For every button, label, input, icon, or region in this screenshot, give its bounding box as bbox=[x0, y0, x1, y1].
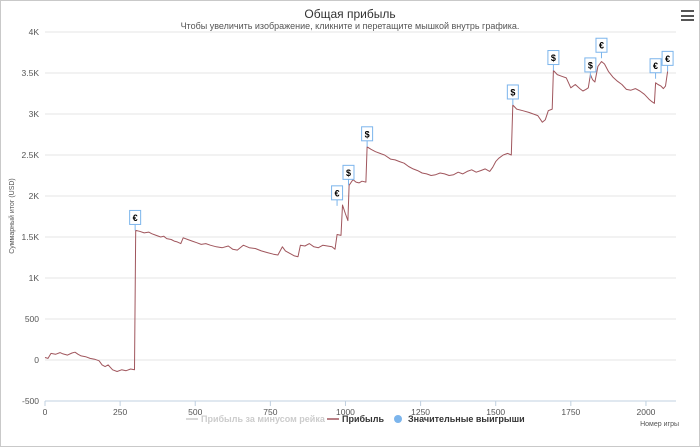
y-axis-label: Суммарный итог (USD) bbox=[8, 178, 16, 254]
legend: Прибыль за минусом рейка Прибыль Значитель… bbox=[186, 414, 525, 424]
annotation-flags: € € $ $ $ $ $ € € € bbox=[129, 37, 674, 231]
chart-subtitle: Чтобы увеличить изображение, кликните и … bbox=[180, 21, 520, 31]
win-flag-marker[interactable]: € bbox=[661, 50, 674, 72]
x-tick-label: 1500 bbox=[486, 407, 505, 417]
win-flag-label: $ bbox=[510, 87, 515, 97]
y-tick-label: 3.5K bbox=[22, 68, 40, 78]
y-tick-label: 2K bbox=[29, 191, 40, 201]
series-line-profit[interactable] bbox=[44, 61, 669, 372]
win-flag-label: € bbox=[653, 61, 658, 71]
legend-circle-icon bbox=[394, 415, 402, 423]
x-tick-label: 0 bbox=[43, 407, 48, 417]
win-flag-label: $ bbox=[365, 129, 370, 139]
legend-item[interactable]: Значительные выигрыши bbox=[394, 414, 525, 424]
x-tick-label: 750 bbox=[263, 407, 277, 417]
win-flag-marker[interactable]: € bbox=[595, 37, 608, 59]
x-axis-ticks: 0 250 500 750 1000 1250 1500 1750 2000 bbox=[43, 400, 676, 417]
series-group bbox=[44, 61, 669, 372]
y-tick-label: 4K bbox=[29, 27, 40, 37]
win-flag-label: € bbox=[335, 188, 340, 198]
win-flag-label: $ bbox=[551, 53, 556, 63]
legend-label: Прибыль bbox=[342, 414, 384, 424]
legend-item[interactable]: Прибыль за минусом рейка bbox=[186, 414, 326, 424]
win-flag-marker[interactable]: € bbox=[331, 185, 344, 206]
x-axis-label: Номер игры bbox=[640, 421, 679, 428]
win-flag-label: $ bbox=[588, 60, 593, 70]
legend-item[interactable]: Прибыль bbox=[327, 414, 384, 424]
x-tick-label: 2000 bbox=[636, 407, 655, 417]
legend-label: Прибыль за минусом рейка bbox=[201, 414, 326, 424]
y-tick-label: 2.5K bbox=[22, 150, 40, 160]
y-axis-ticks: -500 0 500 1K 1.5K 2K 2.5K 3K 3.5K 4K bbox=[22, 27, 40, 406]
win-flag-label: $ bbox=[346, 168, 351, 178]
win-flag-label: € bbox=[599, 41, 604, 51]
x-tick-label: 1250 bbox=[411, 407, 430, 417]
legend-label: Значительные выигрыши bbox=[408, 414, 525, 424]
y-tick-label: 0 bbox=[34, 355, 39, 365]
win-flag-marker[interactable]: $ bbox=[342, 164, 355, 186]
win-flag-marker[interactable]: $ bbox=[547, 50, 560, 71]
hamburger-menu-icon[interactable] bbox=[681, 10, 694, 21]
win-flag-label: € bbox=[665, 54, 670, 64]
x-tick-label: 250 bbox=[113, 407, 127, 417]
win-flag-marker[interactable]: € bbox=[649, 58, 662, 79]
win-flag-marker[interactable]: € bbox=[129, 209, 142, 231]
x-tick-label: 1750 bbox=[561, 407, 580, 417]
win-flag-marker[interactable]: $ bbox=[584, 57, 597, 78]
win-flag-label: € bbox=[133, 213, 138, 223]
x-tick-label: 1000 bbox=[336, 407, 355, 417]
win-flag-marker[interactable]: $ bbox=[506, 84, 519, 105]
y-tick-label: 1.5K bbox=[22, 232, 40, 242]
chart-title: Общая прибыль bbox=[304, 7, 396, 21]
y-tick-label: -500 bbox=[22, 396, 39, 406]
y-tick-label: 500 bbox=[25, 314, 39, 324]
y-tick-label: 1K bbox=[29, 273, 40, 283]
y-tick-label: 3K bbox=[29, 109, 40, 119]
win-flag-marker[interactable]: $ bbox=[361, 126, 374, 147]
x-tick-label: 500 bbox=[188, 407, 202, 417]
